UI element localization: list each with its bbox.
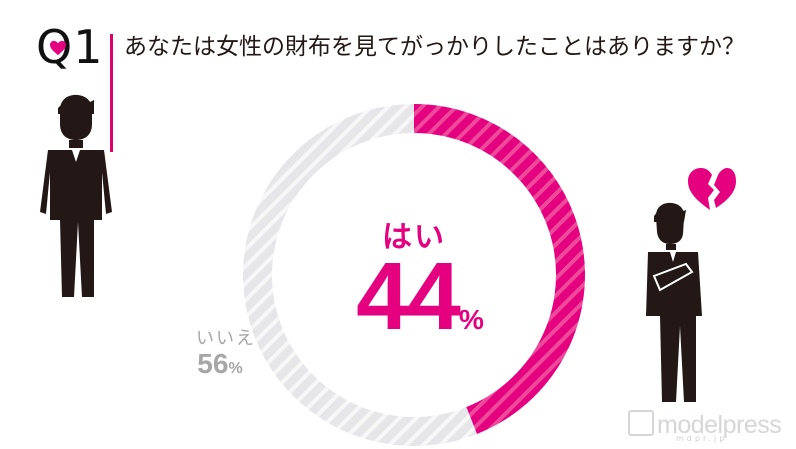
question-number: Q1 xyxy=(36,20,104,74)
broken-heart-icon xyxy=(688,168,736,210)
watermark-sub: mdpr.jp xyxy=(676,434,728,443)
question-text: あなたは女性の財布を見てがっかりしたことはありますか？ xyxy=(124,34,745,60)
slice-value-yes: 44% xyxy=(340,247,500,347)
slice-value-no-number: 56 xyxy=(197,348,229,379)
watermark-logo: modelpress xyxy=(628,410,782,440)
heart-icon xyxy=(50,40,66,56)
slice-value-no: 56% xyxy=(180,348,260,380)
slice-label-no: いいえ xyxy=(196,328,256,349)
donut-slice-yes xyxy=(414,104,585,434)
slice-value-yes-number: 44 xyxy=(356,243,461,350)
dejected-man-icon xyxy=(646,202,702,402)
watermark-box-icon xyxy=(628,410,654,436)
donut-slice-no xyxy=(243,104,477,446)
watermark-text: modelpress xyxy=(657,411,782,439)
slice-value-no-unit: % xyxy=(228,360,243,377)
header-divider xyxy=(110,34,113,152)
standing-man-icon xyxy=(40,94,112,297)
slice-label-yes: はい xyxy=(382,220,446,255)
slice-value-yes-unit: % xyxy=(458,304,484,335)
